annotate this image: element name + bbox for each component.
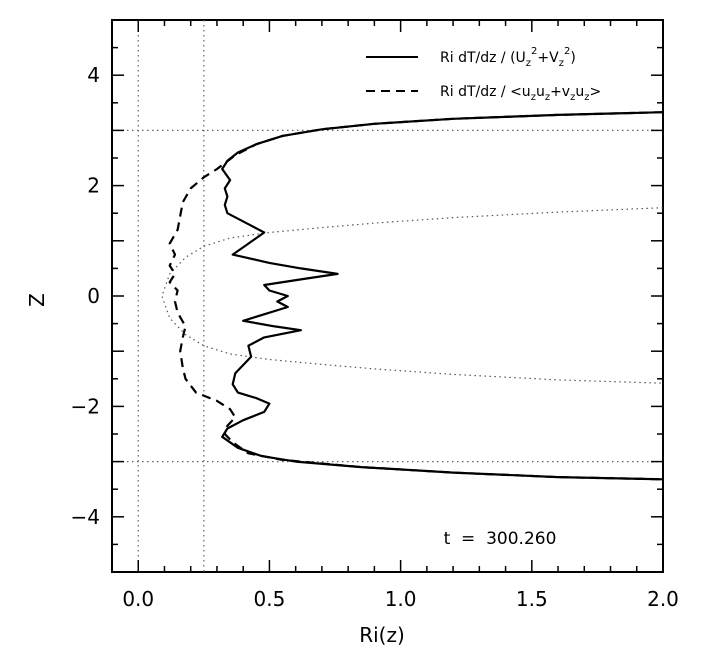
y-axis-tick-labels: −4 −2 0 2 4 bbox=[71, 63, 100, 529]
y-axis-ticks bbox=[112, 19, 663, 573]
x-tick-label: 0.5 bbox=[254, 587, 286, 611]
y-tick-label: −4 bbox=[71, 505, 100, 529]
x-tick-label: 1.0 bbox=[385, 587, 417, 611]
legend-entry-solid: Ri dT/dz / (Uz2+Vz2) bbox=[440, 46, 576, 69]
y-axis-title: Z bbox=[25, 293, 49, 307]
reference-lines bbox=[112, 20, 663, 572]
plot-frame bbox=[111, 19, 664, 573]
x-axis-tick-labels: 0.0 0.5 1.0 1.5 2.0 bbox=[122, 587, 679, 611]
time-annotation: t = 300.260 bbox=[444, 529, 557, 549]
x-tick-label: 1.5 bbox=[516, 587, 548, 611]
reference-parabola-curve bbox=[161, 207, 664, 384]
legend-entry-dashed: Ri dT/dz / <uzuz+vzuz> bbox=[440, 84, 601, 103]
x-axis-ticks bbox=[137, 20, 664, 572]
y-tick-label: 2 bbox=[87, 174, 100, 198]
y-tick-label: −2 bbox=[71, 394, 100, 418]
y-tick-label: 4 bbox=[87, 63, 100, 87]
x-tick-label: 0.0 bbox=[122, 587, 154, 611]
series-line-solid bbox=[221, 111, 664, 481]
y-tick-label: 0 bbox=[87, 284, 100, 308]
x-axis-title: Ri(z) bbox=[359, 623, 405, 647]
series-line-dashed bbox=[168, 111, 664, 481]
x-tick-label: 2.0 bbox=[647, 587, 679, 611]
legend: Ri dT/dz / (Uz2+Vz2) Ri dT/dz / <uzuz+vz… bbox=[366, 46, 601, 103]
